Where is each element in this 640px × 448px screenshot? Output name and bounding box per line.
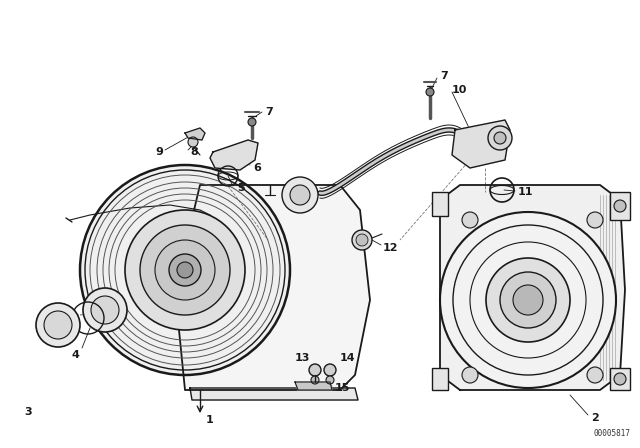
Text: 13: 13	[294, 353, 310, 363]
Circle shape	[500, 272, 556, 328]
Text: 00005817: 00005817	[593, 429, 630, 438]
Circle shape	[140, 225, 230, 315]
Circle shape	[440, 212, 616, 388]
Circle shape	[125, 210, 245, 330]
Circle shape	[326, 376, 334, 384]
Text: 14: 14	[340, 353, 356, 363]
Circle shape	[83, 288, 127, 332]
Circle shape	[614, 200, 626, 212]
Polygon shape	[452, 120, 510, 168]
Circle shape	[290, 185, 310, 205]
Circle shape	[426, 88, 434, 96]
Text: 9: 9	[155, 147, 163, 157]
Text: 12: 12	[383, 243, 399, 253]
Text: 10: 10	[452, 85, 467, 95]
Circle shape	[324, 364, 336, 376]
Circle shape	[462, 212, 478, 228]
Circle shape	[282, 177, 318, 213]
Bar	[610, 192, 630, 220]
Circle shape	[494, 132, 506, 144]
Circle shape	[311, 376, 319, 384]
Text: 3: 3	[24, 407, 32, 417]
Polygon shape	[440, 185, 625, 390]
Circle shape	[462, 367, 478, 383]
Circle shape	[587, 367, 603, 383]
Circle shape	[36, 303, 80, 347]
Circle shape	[309, 364, 321, 376]
Text: 15: 15	[335, 383, 350, 393]
Circle shape	[169, 254, 201, 286]
Circle shape	[587, 212, 603, 228]
Text: 6: 6	[253, 163, 261, 173]
Circle shape	[513, 285, 543, 315]
Text: 4: 4	[71, 350, 79, 360]
Text: 7: 7	[440, 71, 448, 81]
Text: 8: 8	[190, 147, 198, 157]
Polygon shape	[185, 128, 205, 140]
Circle shape	[80, 165, 290, 375]
Text: 11: 11	[518, 187, 534, 197]
Text: 2: 2	[591, 413, 599, 423]
Circle shape	[91, 296, 119, 324]
Circle shape	[44, 311, 72, 339]
Bar	[610, 368, 630, 390]
Bar	[432, 192, 448, 216]
Circle shape	[155, 240, 215, 300]
Circle shape	[352, 230, 372, 250]
Polygon shape	[295, 382, 332, 390]
Circle shape	[248, 118, 256, 126]
Bar	[432, 368, 448, 390]
Text: 7: 7	[265, 107, 273, 117]
Polygon shape	[175, 185, 370, 390]
Circle shape	[356, 234, 368, 246]
Circle shape	[188, 137, 198, 147]
Polygon shape	[210, 140, 258, 170]
Circle shape	[614, 373, 626, 385]
Circle shape	[488, 126, 512, 150]
Text: 5: 5	[237, 183, 244, 193]
Polygon shape	[190, 388, 358, 400]
Text: 1: 1	[206, 415, 214, 425]
Circle shape	[177, 262, 193, 278]
Circle shape	[486, 258, 570, 342]
